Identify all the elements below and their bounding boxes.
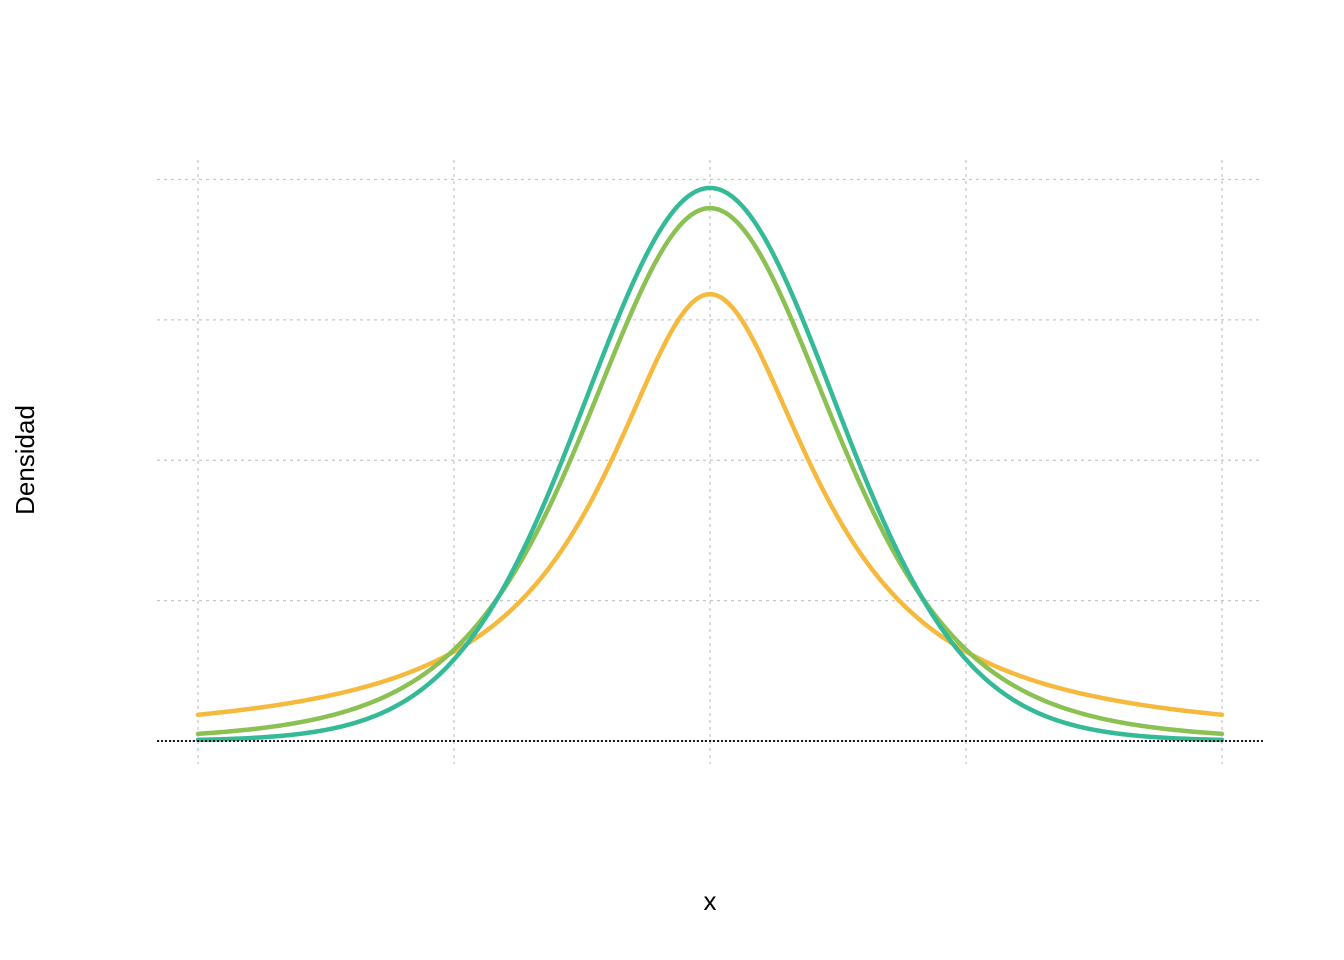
grid — [157, 160, 1263, 764]
density-curve-df-1 — [195, 291, 1225, 717]
density-curve-df-5 — [195, 205, 1225, 737]
x-axis-label: x — [704, 886, 717, 916]
density-curve-df-20 — [195, 185, 1225, 743]
curves — [157, 185, 1263, 743]
y-axis-label: Densidad — [10, 405, 40, 515]
